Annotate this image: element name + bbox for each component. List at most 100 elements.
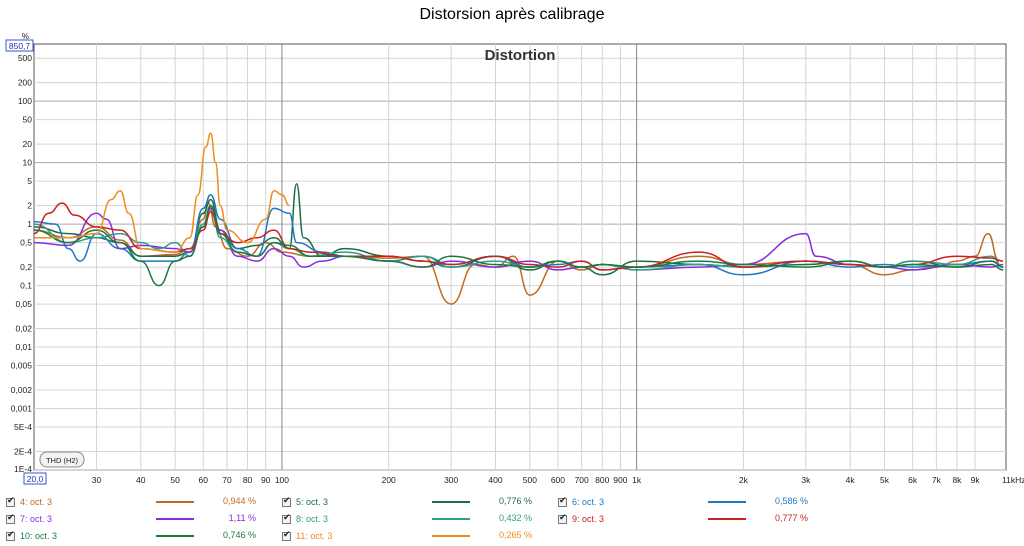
x-start-box [23, 472, 47, 485]
legend-checkbox[interactable] [282, 530, 291, 541]
y-tick-label: 200 [18, 78, 32, 88]
y-tick-label: 0,01 [15, 342, 32, 352]
legend-item-1: 4: oct. 3 0,944 % [6, 494, 276, 510]
y-tick-label: 1E-4 [14, 464, 32, 474]
y-tick-label: 100 [18, 96, 32, 106]
x-tick-label: 11kHz [1002, 475, 1024, 485]
legend-item-2: 5: oct. 3 0,776 % [282, 494, 552, 510]
legend-swatch [432, 518, 470, 520]
y-tick-label: 50 [23, 115, 33, 125]
y-tick-label: 0,02 [15, 324, 32, 334]
legend-value: 0,265 % [498, 530, 532, 540]
legend-item-4: 7: oct. 3 1,11 % [6, 511, 276, 527]
y-unit-label: % [22, 32, 29, 41]
legend-checkbox[interactable] [558, 496, 567, 507]
y-top-value[interactable]: 850,7 [9, 41, 31, 51]
x-tick-label: 8k [952, 475, 962, 485]
x-tick-label: 400 [488, 475, 502, 485]
legend-checkbox[interactable] [6, 530, 15, 541]
legend-label: 8: oct. 3 [296, 514, 329, 524]
series-line-8 [33, 132, 290, 253]
legend-value: 0,944 % [222, 496, 256, 506]
x-tick-label: 80 [243, 475, 253, 485]
y-tick-labels: 500 200 100 50 20 10 5 2 1 0,5 0,2 0,1 0,05 0,02 0,01 0… [11, 53, 33, 474]
x-tick-label: 7k [932, 475, 942, 485]
x-tick-label: 600 [551, 475, 565, 485]
legend-label: 4: oct. 3 [20, 497, 53, 507]
x-tick-labels: 30 40 50 60 70 80 90 100 200 300 400 500 600 700 800 90… [92, 475, 1024, 485]
legend-swatch [156, 535, 194, 537]
legend-label: 11: oct. 3 [296, 531, 333, 541]
legend-checkbox[interactable] [6, 513, 15, 524]
legend-label: 7: oct. 3 [20, 514, 53, 524]
chart-title: Distortion [485, 47, 556, 64]
y-tick-label: 0,05 [15, 299, 32, 309]
x-tick-label: 9k [971, 475, 981, 485]
y-tick-label: 0,001 [11, 404, 33, 414]
y-tick-label: 2 [27, 201, 32, 211]
x-tick-label: 5k [880, 475, 890, 485]
y-tick-label: 1 [27, 219, 32, 229]
grid-lines [34, 44, 1006, 471]
y-tick-label: 2E-4 [14, 446, 32, 456]
legend-swatch [432, 535, 470, 537]
legend-swatch [156, 501, 194, 503]
legend-value: 0,746 % [222, 530, 256, 540]
x-tick-label: 1k [632, 475, 642, 485]
legend: 4: oct. 3 0,944 % 5: oct. 3 0,776 % 6: oct. … [0, 492, 1024, 546]
legend-swatch [708, 518, 746, 520]
legend-checkbox[interactable] [282, 496, 291, 507]
x-tick-label: 800 [595, 475, 609, 485]
x-start-value[interactable]: 20,0 [27, 474, 44, 484]
legend-label: 10: oct. 3 [20, 531, 58, 541]
legend-value: 0,432 % [498, 513, 532, 523]
legend-checkbox[interactable] [6, 496, 15, 507]
x-tick-label: 200 [382, 475, 396, 485]
legend-checkbox[interactable] [558, 513, 567, 524]
x-tick-label: 50 [170, 475, 180, 485]
legend-value: 0,777 % [774, 513, 808, 523]
y-top-box [5, 39, 34, 52]
legend-value: 0,586 % [774, 496, 808, 506]
legend-item-7: 10: oct. 3 0,746 % [6, 528, 276, 544]
plot-frame [33, 43, 1007, 471]
x-tick-label: 40 [136, 475, 146, 485]
y-tick-label: 500 [18, 53, 32, 63]
thd-badge-box [39, 451, 85, 468]
chart-svg[interactable]: 500 200 100 50 20 10 5 2 1 0,5 0,2 0,1 0,05 0,02 0,01 0… [0, 30, 1024, 490]
x-tick-label: 6k [908, 475, 918, 485]
x-tick-label: 500 [523, 475, 537, 485]
y-tick-label: 0,1 [20, 281, 32, 291]
legend-value: 0,776 % [498, 496, 532, 506]
legend-swatch [432, 501, 470, 503]
distortion-chart[interactable]: 500 200 100 50 20 10 5 2 1 0,5 0,2 0,1 0,05 0,02 0,01 0… [0, 30, 1024, 490]
legend-swatch [708, 501, 746, 503]
x-tick-label: 70 [222, 475, 232, 485]
legend-swatch [156, 518, 194, 520]
x-tick-label: 100 [275, 475, 289, 485]
series-line-7 [33, 204, 1004, 287]
y-tick-label: 5 [27, 176, 32, 186]
legend-item-6: 9: oct. 3 0,777 % [558, 511, 828, 527]
legend-item-5: 8: oct. 3 0,432 % [282, 511, 552, 527]
x-tick-label: 700 [575, 475, 589, 485]
x-tick-label: 60 [198, 475, 208, 485]
y-tick-label: 20 [23, 139, 33, 149]
y-tick-label: 0,002 [11, 385, 33, 395]
x-tick-label: 4k [846, 475, 856, 485]
legend-checkbox[interactable] [282, 513, 291, 524]
x-tick-label: 30 [92, 475, 102, 485]
legend-label: 6: oct. 3 [572, 497, 605, 507]
y-tick-label: 10 [23, 158, 33, 168]
series-lines [33, 132, 1004, 305]
x-tick-label: 90 [261, 475, 271, 485]
legend-label: 5: oct. 3 [296, 497, 329, 507]
legend-value: 1,11 % [228, 513, 256, 523]
legend-item-8: 11: oct. 3 0,265 % [282, 528, 552, 544]
y-tick-label: 0,2 [20, 262, 32, 272]
x-tick-label: 3k [801, 475, 811, 485]
thd-badge[interactable]: THD (H2) [46, 456, 79, 465]
legend-label: 9: oct. 3 [572, 514, 605, 524]
legend-item-3: 6: oct. 3 0,586 % [558, 494, 828, 510]
x-tick-label: 900 [613, 475, 627, 485]
